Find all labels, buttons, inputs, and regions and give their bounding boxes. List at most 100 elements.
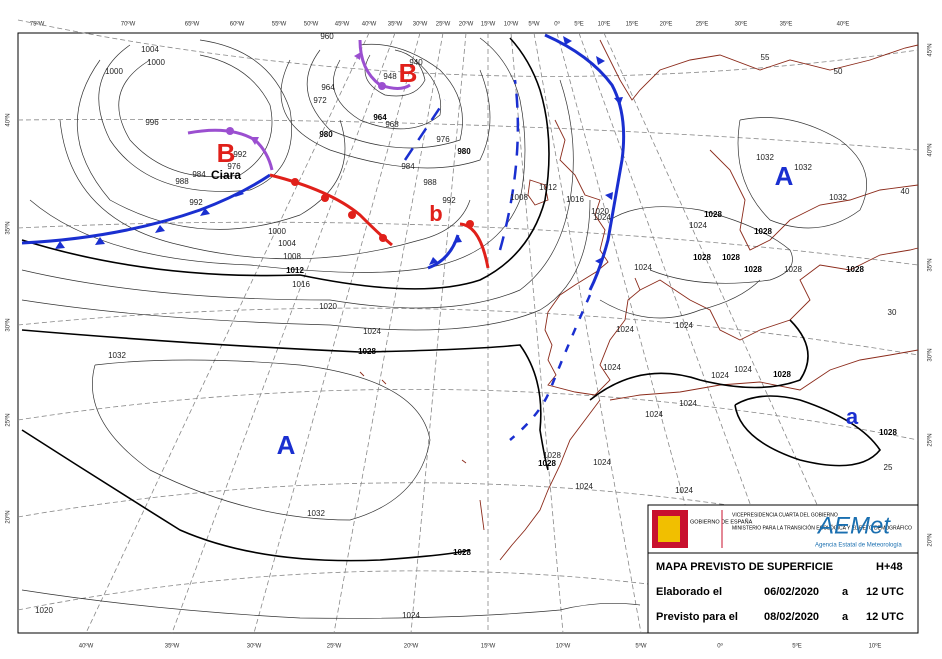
isobar-label: 1024 <box>634 263 652 272</box>
lon-label: 25ºE <box>696 21 709 28</box>
isobar-label: 1000 <box>147 58 165 67</box>
isobar-label: 992 <box>189 198 203 207</box>
isobar-label: 1008 <box>283 252 301 261</box>
lon-label: 40ºW <box>362 21 377 28</box>
lon-label: 0º <box>554 21 560 28</box>
isobar-label: 992 <box>442 196 456 205</box>
isobar-label: 996 <box>145 118 159 127</box>
label: Elaborado el <box>656 586 722 598</box>
isobar-label: 1008 <box>510 193 528 202</box>
isobar-label: 1028 <box>879 428 897 437</box>
lon-label: 5ºW <box>528 21 540 28</box>
lon-label: 10ºW <box>504 21 519 28</box>
isobar-label: 1024 <box>402 611 420 620</box>
storm-name: Ciara <box>211 168 241 182</box>
isobar-label: 1024 <box>689 221 707 230</box>
lon-label: 10ºE <box>869 643 882 650</box>
lon-label: 55ºW <box>272 21 287 28</box>
fronts <box>21 33 626 441</box>
isobar-label: 984 <box>401 162 415 171</box>
lon-label: 15ºE <box>626 21 639 28</box>
isobar-label: 1028 <box>722 253 740 262</box>
isobar-label: 1012 <box>539 183 557 192</box>
lon-label: 40ºE <box>837 21 850 28</box>
lat-label: 25ºN <box>5 413 12 426</box>
lon-label: 45ºW <box>335 21 350 28</box>
isobar-label: 1028 <box>846 265 864 274</box>
lon-label: 70ºW <box>121 21 136 28</box>
isobar-label: 1032 <box>108 351 126 360</box>
coat-of-arms <box>658 516 680 542</box>
coordinate-labels: 75ºW 70ºW 65ºW 60ºW 55ºW 50ºW 45ºW 40ºW 35ºW 30ºW… <box>5 21 934 650</box>
lon-label: 20ºE <box>660 21 673 28</box>
isobar-label: 980 <box>457 147 471 156</box>
isobar-label: 1028 <box>358 347 376 356</box>
isobar-label: 1028 <box>543 451 561 460</box>
isobar-label: 1020 <box>319 302 337 311</box>
isobar-label: 968 <box>385 120 399 129</box>
lon-label: 15ºW <box>481 643 496 650</box>
isobar-label: 1024 <box>603 363 621 372</box>
isobar-label: 1016 <box>292 280 310 289</box>
isobar-label: 1024 <box>575 482 593 491</box>
lon-label: 30ºW <box>247 643 262 650</box>
lon-label: 35ºE <box>780 21 793 28</box>
isobar-label: 1024 <box>616 325 634 334</box>
isobar-label: 980 <box>319 130 333 139</box>
lat-label: 40ºN <box>5 113 12 126</box>
ministry: VICEPRESIDENCIA CUARTA DEL GOBIERNO <box>732 512 838 518</box>
coast <box>709 149 919 251</box>
isobar-label: 55 <box>761 53 770 62</box>
map-title: MAPA PREVISTO DE SUPERFICIE <box>656 561 833 573</box>
isobar-label: 1028 <box>754 227 772 236</box>
isobar-label: 960 <box>320 32 334 41</box>
coastlines <box>359 39 919 561</box>
isobar-label: 1032 <box>307 509 325 518</box>
lon-label: 30ºE <box>735 21 748 28</box>
isobar-label: 1028 <box>538 459 556 468</box>
isobar-label: 988 <box>423 178 437 187</box>
isobar-label: 1024 <box>679 399 697 408</box>
parallel <box>17 570 919 634</box>
isobar-label: 940 <box>409 58 423 67</box>
meridian <box>85 32 370 634</box>
coast <box>359 371 485 531</box>
time: 12 UTC <box>866 586 904 598</box>
coast <box>499 399 601 561</box>
isobar-label: 1028 <box>773 370 791 379</box>
forecast-hour: H+48 <box>876 561 903 573</box>
lon-label: 40ºW <box>79 643 94 650</box>
meridian <box>333 32 444 634</box>
isobar-label: 1000 <box>105 67 123 76</box>
isobars <box>21 37 881 619</box>
isobar-label: 30 <box>888 308 897 317</box>
cold-front <box>544 33 626 291</box>
lon-label: 25ºW <box>436 21 451 28</box>
isobar-label: 984 <box>192 170 206 179</box>
lon-label: 25ºW <box>327 643 342 650</box>
date: 06/02/2020 <box>764 586 819 598</box>
isobar-label: 1020 <box>35 606 53 615</box>
graticule <box>17 19 919 634</box>
lat-label: 20ºN <box>5 510 12 523</box>
isobar-label: 40 <box>901 187 910 196</box>
warm-front <box>459 222 490 269</box>
isobar-label: 1024 <box>734 365 752 374</box>
isobar-label: 964 <box>321 83 335 92</box>
coast <box>527 179 549 206</box>
label: Previsto para el <box>656 611 738 623</box>
parallel <box>17 307 919 356</box>
lat-label: 30ºN <box>927 348 934 361</box>
pressure-center: b <box>429 201 442 226</box>
lat-label: 20ºN <box>927 533 934 546</box>
info-panel <box>647 504 919 634</box>
isobar-label: 25 <box>884 463 893 472</box>
pressure-center: A <box>775 161 794 191</box>
isobar-label: 1000 <box>268 227 286 236</box>
lat-label: 35ºN <box>927 258 934 271</box>
isobar-labels: 1004100010009969929769849889929649729809… <box>35 32 910 620</box>
parallel <box>17 118 919 151</box>
lon-label: 75ºW <box>30 21 45 28</box>
at: a <box>842 586 849 598</box>
